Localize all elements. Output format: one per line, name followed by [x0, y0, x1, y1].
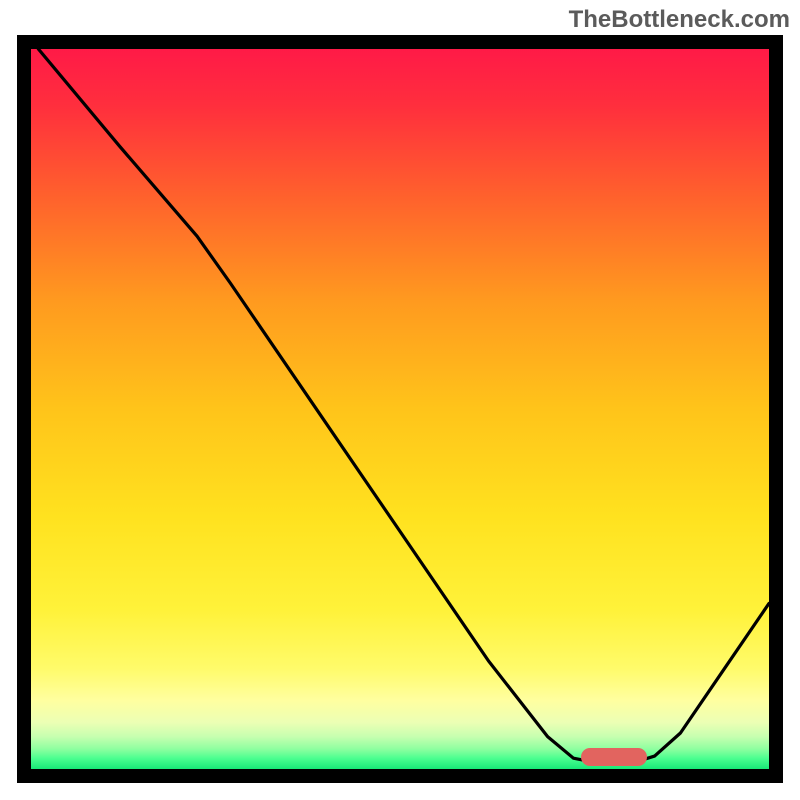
curve-path: [38, 49, 769, 762]
plot-area: [31, 49, 769, 769]
watermark-text: TheBottleneck.com: [569, 6, 790, 34]
plot-frame: [17, 35, 783, 783]
bottleneck-curve: [31, 49, 769, 769]
optimal-marker: [581, 748, 647, 766]
chart-canvas: { "watermark": { "text": "TheBottleneck.…: [0, 0, 800, 800]
